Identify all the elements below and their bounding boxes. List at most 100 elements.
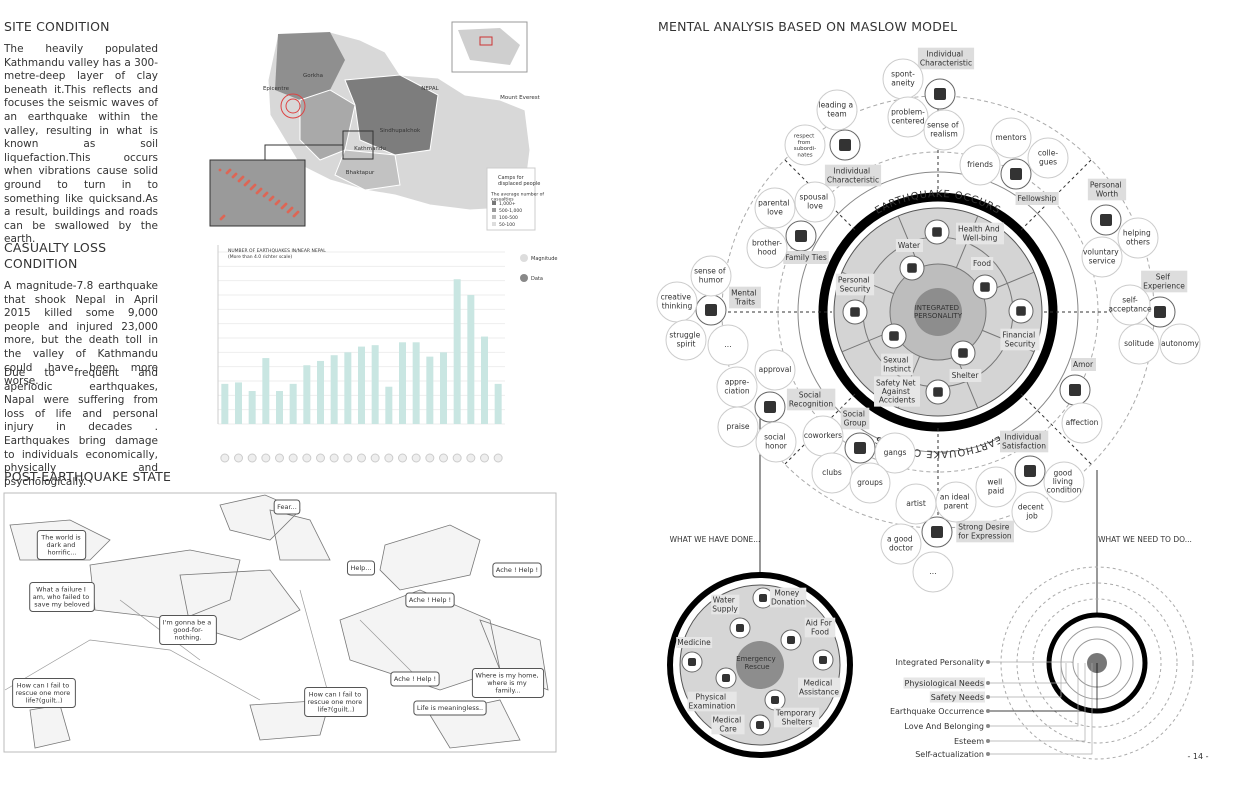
label-box <box>798 677 841 698</box>
bar <box>248 391 256 424</box>
label: Individual Characteristic <box>827 167 879 185</box>
label: Medicine <box>677 638 711 647</box>
camp-dot <box>247 179 251 183</box>
camp-dot <box>234 172 238 176</box>
label: ... <box>929 567 936 576</box>
label-box <box>492 562 542 578</box>
label: social honor <box>764 433 788 451</box>
item-bubble <box>849 462 891 504</box>
label: colle-gues <box>1038 149 1058 167</box>
bar <box>453 279 461 424</box>
icon-glyph <box>722 674 730 682</box>
heading: CASUALTY LOSS CONDITION <box>4 240 107 271</box>
icon-glyph <box>771 696 779 704</box>
axis-dot <box>384 453 394 463</box>
core-center <box>914 288 962 336</box>
icon-glyph <box>756 721 764 729</box>
label: Temporary Shelters <box>775 709 818 727</box>
label-box <box>1070 358 1096 371</box>
axis-dot <box>343 453 353 463</box>
label: Bhaktapur <box>346 170 375 176</box>
icon-glyph <box>889 331 899 341</box>
item-bubble <box>784 124 826 166</box>
item-bubble <box>959 144 1001 186</box>
legend-swatch <box>492 201 496 205</box>
axis-dot <box>480 453 489 463</box>
label: Epicentre <box>263 86 290 92</box>
legend-dot <box>986 681 990 685</box>
label-box <box>783 251 829 264</box>
bar <box>358 346 365 424</box>
rescue-center <box>736 641 784 689</box>
legend-leader <box>988 661 1073 663</box>
label-box <box>835 273 875 296</box>
label: parental love <box>758 199 792 217</box>
label: Food <box>973 259 991 268</box>
label: struggle spirit <box>669 331 702 349</box>
item-bubble <box>754 187 796 229</box>
label: voluntary service <box>1083 248 1121 266</box>
label: ... <box>724 340 731 349</box>
legend-leader <box>988 663 1093 755</box>
icon-glyph <box>839 139 851 151</box>
icon-glyph <box>934 88 946 100</box>
legend-leader <box>988 663 1067 684</box>
icon-glyph <box>931 526 943 538</box>
label: Sexual Instinct <box>883 356 911 374</box>
map-region <box>334 149 401 191</box>
label: problem-centered <box>891 108 925 126</box>
bar <box>412 342 420 424</box>
label-box <box>1087 178 1127 201</box>
paragraph: A magnitude-7.8 earthquake that shook Ne… <box>4 280 158 388</box>
item-bubble <box>887 96 929 138</box>
item-bubble <box>717 406 759 448</box>
axis-dot <box>261 453 271 463</box>
label-box <box>1015 192 1059 205</box>
label-box <box>903 677 985 689</box>
camp-dot <box>290 206 294 210</box>
label-box <box>676 637 713 648</box>
label: Sindhupalchok <box>380 128 421 134</box>
bar <box>317 360 324 424</box>
target-ring <box>1000 566 1194 760</box>
item-bubble <box>816 89 858 131</box>
paragraph: The heavily populated Kathmandu valley h… <box>4 43 158 246</box>
epicentre <box>280 93 306 119</box>
label-box <box>304 687 368 717</box>
label: Personal Security <box>838 276 872 294</box>
label: sense of humor <box>694 267 728 285</box>
legend-leader <box>988 663 1079 727</box>
item-bubble <box>1043 461 1085 503</box>
label: leading a team <box>818 101 855 119</box>
item-bubble <box>923 109 965 151</box>
label-box <box>273 499 301 515</box>
icon-glyph <box>850 307 860 317</box>
label-box <box>840 407 870 430</box>
item-bubble <box>690 255 732 297</box>
bar <box>262 358 270 424</box>
item-bubble <box>990 117 1032 159</box>
axis-dot <box>493 453 503 463</box>
label-box <box>711 714 745 735</box>
label-box <box>773 707 820 728</box>
item-bubble <box>1061 402 1103 444</box>
label: - 14 - <box>1187 752 1208 761</box>
item-bubble <box>1011 491 1053 533</box>
label-box <box>881 353 913 376</box>
label: WHAT WE NEED TO DO... <box>1098 535 1192 544</box>
legend-leader <box>988 663 1086 742</box>
label: (More than 4.0 richter scale) <box>228 254 292 260</box>
label: mentors <box>995 133 1026 142</box>
rubble <box>9 494 549 749</box>
speech-text: Ache ! Help ! <box>394 675 436 683</box>
label: Water <box>898 241 921 250</box>
bar <box>289 383 297 424</box>
speech-text: The world is dark and horrific... <box>40 534 82 557</box>
bar <box>481 336 488 424</box>
bar <box>330 355 338 424</box>
speech-text: Fear... <box>277 503 297 511</box>
locator-land <box>458 28 520 65</box>
bar <box>467 295 475 424</box>
